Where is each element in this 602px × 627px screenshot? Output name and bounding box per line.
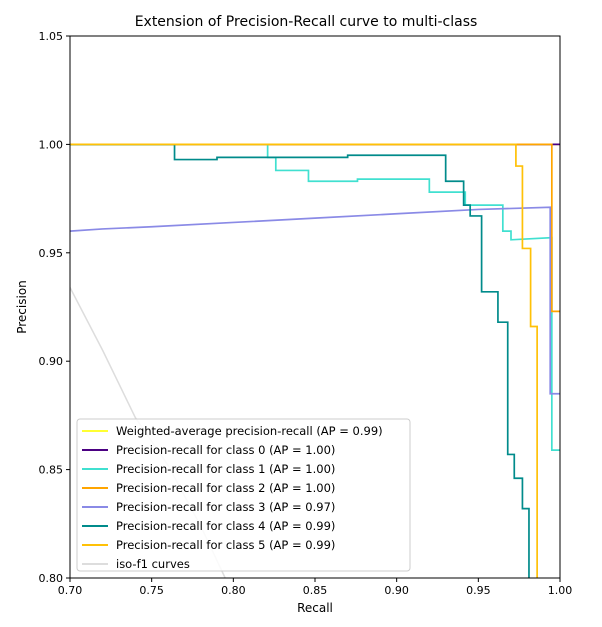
legend-entry: Precision-recall for class 5 (AP = 0.99) <box>116 538 335 552</box>
x-axis-label: Recall <box>297 601 333 615</box>
y-axis: 0.80 0.85 0.90 0.95 1.00 1.05 <box>39 30 70 585</box>
legend-entry: iso-f1 curves <box>116 557 190 571</box>
series-layer <box>70 143 560 578</box>
y-tick-label: 1.05 <box>39 30 64 43</box>
legend-entry: Precision-recall for class 0 (AP = 1.00) <box>116 443 335 457</box>
legend-items: Weighted-average precision-recall (AP = … <box>82 424 383 571</box>
legend: Weighted-average precision-recall (AP = … <box>76 418 411 572</box>
x-tick-label: 0.95 <box>466 584 491 597</box>
legend-entry: Precision-recall for class 4 (AP = 0.99) <box>116 519 335 533</box>
legend-entry: Precision-recall for class 2 (AP = 1.00) <box>116 481 335 495</box>
y-tick-label: 0.90 <box>39 355 64 368</box>
series-line-6 <box>70 143 538 578</box>
x-tick-label: 0.85 <box>303 584 328 597</box>
legend-entry: Precision-recall for class 1 (AP = 1.00) <box>116 462 335 476</box>
series-line-5 <box>70 143 530 578</box>
legend-entry: Weighted-average precision-recall (AP = … <box>116 424 383 438</box>
x-tick-label: 0.70 <box>58 584 83 597</box>
x-tick-label: 0.80 <box>221 584 246 597</box>
y-tick-label: 1.00 <box>39 138 64 151</box>
x-tick-label: 0.75 <box>139 584 164 597</box>
y-tick-label: 0.95 <box>39 247 64 260</box>
series-line-2 <box>70 143 560 451</box>
x-tick-label: 0.90 <box>384 584 409 597</box>
series-line-4 <box>70 206 560 395</box>
legend-entry: Precision-recall for class 3 (AP = 0.97) <box>116 500 335 514</box>
x-tick-label: 1.00 <box>548 584 573 597</box>
chart-title: Extension of Precision-Recall curve to m… <box>135 14 478 30</box>
y-tick-label: 0.85 <box>39 464 64 477</box>
x-axis: 0.70 0.75 0.80 0.85 0.90 0.95 1.00 <box>58 578 573 597</box>
y-tick-label: 0.80 <box>39 572 64 585</box>
legend-box <box>76 418 411 572</box>
y-axis-label: Precision <box>15 280 29 334</box>
